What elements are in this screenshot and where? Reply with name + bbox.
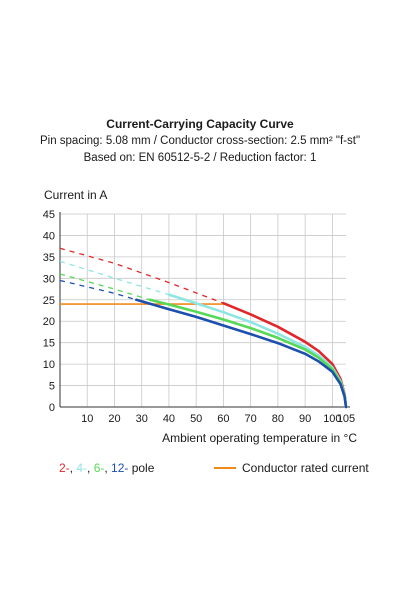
x-tick-label: 50 bbox=[190, 413, 202, 425]
rated-current-legend-label: Conductor rated current bbox=[242, 461, 369, 475]
x-tick-label: 40 bbox=[163, 413, 175, 425]
legend-text-part: 2- bbox=[59, 461, 70, 475]
legend-text-part: , bbox=[87, 461, 94, 475]
pole-legend: 2-, 4-, 6-, 12- pole bbox=[59, 461, 154, 475]
chart-title: Current-Carrying Capacity Curve bbox=[106, 117, 294, 131]
x-tick-label: 90 bbox=[299, 413, 311, 425]
series-2-pole-dashed-line bbox=[59, 247, 224, 304]
legend-text-part: 6- bbox=[93, 461, 105, 475]
x-tick-label: 70 bbox=[245, 413, 257, 425]
legend-text-part: 4- bbox=[76, 461, 88, 475]
x-tick-label: 30 bbox=[136, 413, 148, 425]
y-tick-label: 15 bbox=[43, 338, 55, 350]
y-tick-label: 0 bbox=[49, 402, 55, 414]
series-12-pole-dashed-line bbox=[59, 279, 137, 301]
x-axis-title: Ambient operating temperature in °C bbox=[162, 431, 357, 445]
x-tick-label: 60 bbox=[217, 413, 229, 425]
series-6-pole-dashed-line bbox=[59, 273, 151, 301]
x-tick-label: 20 bbox=[108, 413, 120, 425]
legend-text-part: , bbox=[69, 461, 77, 475]
x-tick-label: 100 bbox=[323, 413, 341, 425]
chart-subtitle-line-2: Based on: EN 60512-5-2 / Reduction facto… bbox=[83, 152, 317, 164]
y-tick-label: 10 bbox=[43, 359, 55, 371]
y-tick-label: 40 bbox=[43, 230, 55, 242]
y-tick-label: 45 bbox=[43, 209, 55, 221]
legend-text-part: , bbox=[104, 461, 112, 475]
legend-text-part: 12- bbox=[111, 461, 129, 475]
series-12-pole-solid-line bbox=[135, 298, 348, 409]
chart-subtitle-line-1: Pin spacing: 5.08 mm / Conductor cross-s… bbox=[39, 135, 361, 147]
x-tick-label: 80 bbox=[272, 413, 284, 425]
rated-current-legend: Conductor rated current bbox=[214, 461, 369, 475]
x-tick-label: 10 bbox=[81, 413, 93, 425]
y-tick-label: 5 bbox=[49, 381, 55, 393]
y-axis-title: Current in A bbox=[44, 188, 107, 202]
rated-current-swatch bbox=[214, 467, 236, 469]
chart-titles: Current-Carrying Capacity Curve Pin spac… bbox=[0, 116, 400, 167]
y-tick-label: 30 bbox=[43, 273, 55, 285]
legend-text-part: pole bbox=[128, 461, 155, 475]
y-tick-label: 35 bbox=[43, 252, 55, 264]
x-tick-label: 105 bbox=[337, 413, 355, 425]
y-tick-label: 25 bbox=[43, 295, 55, 307]
y-tick-label: 20 bbox=[43, 316, 55, 328]
